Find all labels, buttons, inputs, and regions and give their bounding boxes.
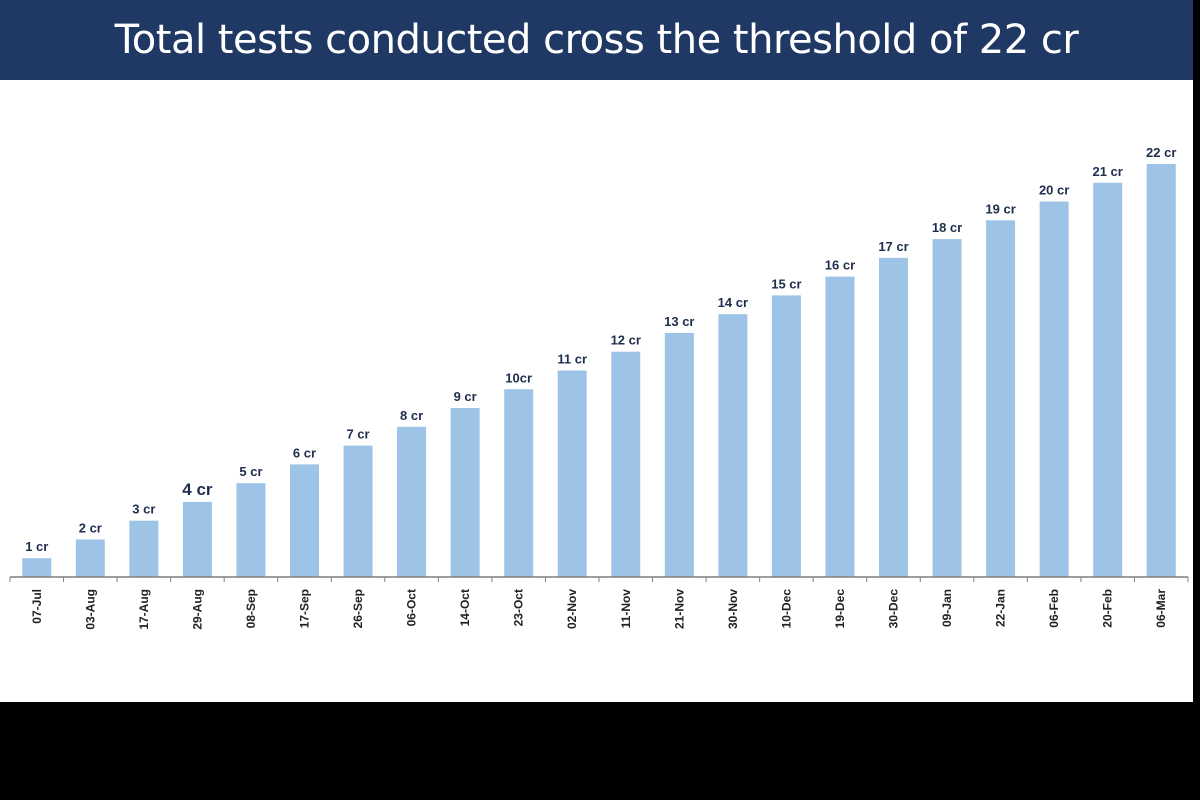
data-label: 14 cr bbox=[718, 295, 748, 310]
x-tick-labels-layer: 07-Jul 03-Aug 17-Aug 29-Aug 08-Sep 17-Sep 26-S… bbox=[9, 577, 1189, 630]
slide: Total tests conducted cross the threshol… bbox=[0, 0, 1193, 702]
x-tick-label: 06-Mar bbox=[1154, 589, 1168, 628]
bar-21-Nov bbox=[664, 332, 694, 577]
data-label: 11 cr bbox=[557, 352, 587, 367]
data-label: 9 cr bbox=[454, 389, 477, 404]
x-tick-label: 22-Jan bbox=[994, 589, 1008, 627]
data-label: 4 cr bbox=[182, 480, 213, 499]
x-tick-label: 26-Sep bbox=[351, 589, 365, 628]
x-tick-label: 23-Oct bbox=[512, 589, 526, 626]
bar-30-Dec bbox=[879, 257, 908, 577]
bar-17-Aug bbox=[129, 520, 159, 577]
data-label: 21 cr bbox=[1092, 164, 1122, 179]
data-label: 16 cr bbox=[825, 258, 855, 273]
bars-layer bbox=[22, 164, 1176, 577]
data-label: 12 cr bbox=[611, 333, 641, 348]
x-tick-label: 03-Aug bbox=[83, 589, 97, 630]
x-tick-label: 06-Oct bbox=[405, 589, 419, 626]
bar-20-Feb bbox=[1093, 182, 1123, 577]
data-label: 5 cr bbox=[239, 464, 262, 479]
bar-26-Sep bbox=[343, 445, 373, 577]
x-tick-label: 07-Jul bbox=[30, 589, 44, 624]
x-tick-label: 17-Aug bbox=[137, 589, 151, 630]
data-label: 10cr bbox=[505, 370, 532, 385]
x-tick-label: 02-Nov bbox=[565, 589, 579, 629]
bar-07-Jul bbox=[22, 558, 52, 577]
bar-30-Nov bbox=[718, 314, 748, 577]
bar-08-Sep bbox=[236, 483, 266, 577]
bar-23-Oct bbox=[504, 389, 534, 577]
bar-06-Mar bbox=[1146, 164, 1176, 577]
data-label: 6 cr bbox=[293, 445, 316, 460]
bar-06-Feb bbox=[1039, 201, 1069, 577]
bar-22-Jan bbox=[986, 220, 1016, 577]
bar-02-Nov bbox=[557, 370, 587, 577]
x-tick-label: 29-Aug bbox=[190, 589, 204, 630]
x-tick-label: 10-Dec bbox=[779, 589, 793, 629]
x-tick-label: 17-Sep bbox=[298, 589, 312, 628]
data-label: 3 cr bbox=[132, 502, 155, 517]
data-label: 19 cr bbox=[985, 201, 1015, 216]
data-label: 15 cr bbox=[771, 276, 801, 291]
data-label: 20 cr bbox=[1039, 183, 1069, 198]
x-tick-label: 20-Feb bbox=[1101, 589, 1115, 628]
x-tick-label: 14-Oct bbox=[458, 589, 472, 626]
x-tick-label: 21-Nov bbox=[672, 589, 686, 629]
x-tick-label: 09-Jan bbox=[940, 589, 954, 627]
data-label: 1 cr bbox=[25, 539, 48, 554]
x-tick-label: 30-Dec bbox=[887, 589, 901, 629]
bar-10-Dec bbox=[771, 295, 801, 577]
data-label: 18 cr bbox=[932, 220, 962, 235]
bar-03-Aug bbox=[75, 539, 105, 577]
bar-11-Nov bbox=[611, 351, 641, 577]
bar-06-Oct bbox=[397, 426, 427, 577]
chart-title: Total tests conducted cross the threshol… bbox=[114, 17, 1079, 63]
data-label: 2 cr bbox=[79, 520, 102, 535]
data-label: 8 cr bbox=[400, 408, 423, 423]
x-tick-label: 19-Dec bbox=[833, 589, 847, 629]
title-bar: Total tests conducted cross the threshol… bbox=[0, 0, 1193, 80]
data-labels-layer: 1 cr 2 cr 3 cr 4 cr 5 cr 6 cr 7 cr 8 cr 9 cr 10cr… bbox=[25, 145, 1176, 554]
x-tick-label: 06-Feb bbox=[1047, 589, 1061, 628]
data-label: 13 cr bbox=[664, 314, 694, 329]
bar-17-Sep bbox=[290, 464, 319, 577]
bar-29-Aug bbox=[182, 501, 212, 577]
bar-14-Oct bbox=[450, 408, 480, 577]
data-label: 22 cr bbox=[1146, 145, 1176, 160]
x-tick-label: 08-Sep bbox=[244, 589, 258, 628]
data-label: 7 cr bbox=[346, 427, 369, 442]
data-label: 17 cr bbox=[878, 239, 908, 254]
x-tick-label: 30-Nov bbox=[726, 589, 740, 629]
bar-09-Jan bbox=[932, 239, 962, 577]
bar-chart: 1 cr 2 cr 3 cr 4 cr 5 cr 6 cr 7 cr 8 cr 9 cr 10cr… bbox=[9, 145, 1189, 630]
x-tick-label: 11-Nov bbox=[619, 589, 633, 629]
bar-19-Dec bbox=[825, 276, 855, 577]
